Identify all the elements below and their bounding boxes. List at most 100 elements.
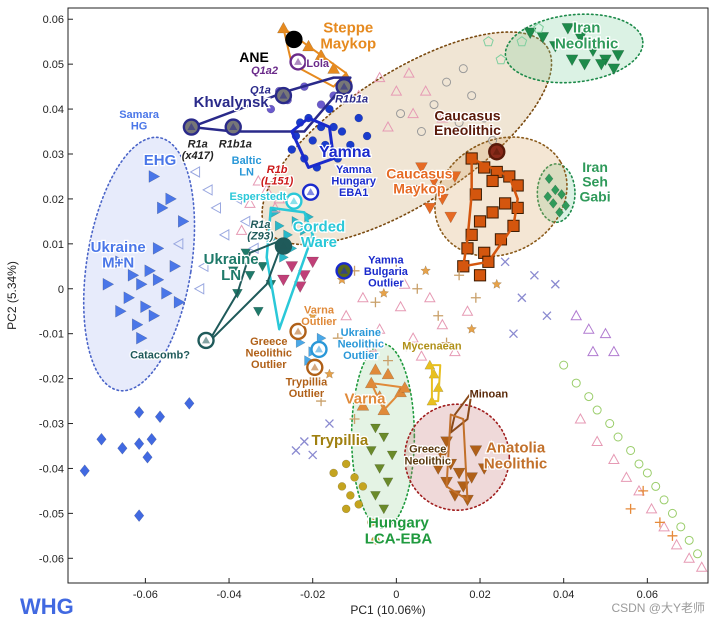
label-mycenaean-line-0: Mycenaean bbox=[402, 340, 462, 352]
x-tick-label-3: 0 bbox=[393, 589, 399, 601]
trypillia-point-9 bbox=[329, 468, 338, 478]
cluster-hungary-lca-eba bbox=[365, 423, 398, 515]
caucasus-maykop-point-1 bbox=[427, 175, 441, 188]
label-esperstedt: Esperstedt bbox=[229, 191, 286, 203]
hungary-lca-eba-point-6 bbox=[378, 504, 390, 515]
label-yamna-hungary-line-0: Yamna bbox=[336, 164, 372, 176]
x-tick-label-6: 0.06 bbox=[637, 589, 658, 601]
yamna-point-2 bbox=[308, 136, 317, 145]
hungary-lca-eba-point-1 bbox=[378, 432, 390, 443]
label-corded-ware-line-1: Ware bbox=[301, 234, 337, 251]
background-pink-north-point-2 bbox=[390, 85, 403, 96]
caucasus-maykop-point-3 bbox=[435, 193, 449, 206]
iran-seh-gabi-point-2 bbox=[548, 198, 558, 209]
label-r1a-x417-line-0: R1a bbox=[188, 138, 208, 150]
iran-neolithic-point-3 bbox=[561, 23, 575, 35]
caucasus-eneolithic-point-17 bbox=[469, 188, 482, 201]
background-pink-east-point-2 bbox=[608, 453, 620, 464]
background-purple-cross-point-2 bbox=[529, 270, 539, 280]
ehg-point-11 bbox=[169, 259, 182, 273]
ehg-point-15 bbox=[148, 170, 161, 183]
background-gray-circles-point-8 bbox=[396, 109, 406, 119]
caucasus-eneolithic-point-6 bbox=[486, 206, 499, 219]
ehg-point-8 bbox=[131, 318, 144, 332]
ehg-point-0 bbox=[115, 255, 127, 269]
background-green-east-point-5 bbox=[613, 432, 623, 442]
background-orange-stars-point-5 bbox=[491, 278, 503, 289]
background-purple-cross-point-6 bbox=[324, 419, 334, 428]
label-greece-neolithic-line-1: Neolithic bbox=[405, 455, 451, 467]
caucasus-maykop-point-7 bbox=[431, 184, 445, 197]
background-pink-north-point-4 bbox=[419, 85, 432, 96]
khvalynsk-point-1 bbox=[266, 104, 276, 114]
ellipse-steppe-maykop bbox=[261, 31, 553, 246]
label-yamna-hungary-line-1: Hungary bbox=[331, 175, 377, 187]
label-hungary-lca-eba-line-1: LCA-EBA bbox=[365, 530, 433, 547]
background-purple-east-point-1 bbox=[582, 323, 595, 334]
background-pink-north-point-3 bbox=[403, 67, 415, 78]
caucasus-eneolithic-point-15 bbox=[473, 269, 487, 282]
label-anatolia-neolithic-line-0: Anatolia bbox=[486, 440, 546, 457]
yamna-point-11 bbox=[346, 140, 355, 150]
background-tan-center-point-11 bbox=[349, 414, 360, 425]
iran-neolithic-point-8 bbox=[607, 63, 621, 76]
ellipse-iran-neolithic bbox=[504, 13, 644, 84]
background-tan-center-point-3 bbox=[412, 283, 423, 294]
background-tan-center-point-9 bbox=[470, 292, 481, 303]
label-ehg-line-0: EHG bbox=[144, 152, 177, 169]
anatolia-neolithic-point-5 bbox=[465, 472, 479, 484]
iran-neolithic-point-5 bbox=[586, 45, 600, 58]
label-varna-line-0: Varna bbox=[345, 390, 387, 407]
background-orange-stars-point-0 bbox=[307, 310, 319, 321]
label-varna: Varna bbox=[345, 390, 387, 407]
y-axis-label: PC2 (5.34%) bbox=[5, 261, 19, 330]
label-ukraine-ln: Ukraine LN bbox=[204, 251, 259, 284]
background-tan-center-point-10 bbox=[316, 396, 327, 407]
background-green-northeast-point-0 bbox=[533, 22, 544, 33]
trypillia-point-1 bbox=[350, 473, 359, 482]
background-orange-stars-point-4 bbox=[466, 323, 478, 334]
background-gray-circles-point-6 bbox=[416, 127, 426, 137]
background-green-northeast-point-3 bbox=[483, 36, 494, 47]
label-r1b-l151-line-1: (L151) bbox=[261, 175, 294, 187]
background-purple-east-point-3 bbox=[599, 327, 612, 339]
background-green-east-point-7 bbox=[634, 459, 644, 469]
y-tick-label-7: -0.01 bbox=[39, 329, 64, 341]
background-tan-center-point-1 bbox=[370, 297, 381, 308]
x-tick-label-4: 0.02 bbox=[469, 589, 490, 601]
background-green-east-point-8 bbox=[642, 468, 652, 478]
varna-point-6 bbox=[369, 363, 382, 375]
varna-outlier-marker bbox=[289, 322, 307, 341]
whg-point-8 bbox=[133, 509, 145, 523]
background-pink-west-point-3 bbox=[252, 174, 265, 186]
hungary-lca-eba-point-3 bbox=[374, 464, 386, 474]
esperstedt-marker bbox=[285, 192, 303, 210]
iran-seh-gabi-point-6 bbox=[561, 200, 571, 212]
label-r1b1a-khvalynsk-line-0: R1b1a bbox=[219, 138, 252, 150]
background-purple-cross-point-4 bbox=[550, 279, 560, 289]
label-caucasus-maykop-line-1: Maykop bbox=[393, 180, 445, 196]
x-axis-label: PC1 (10.06%) bbox=[350, 603, 425, 617]
ukraine-neolithic-outlier-marker bbox=[310, 340, 328, 359]
label-ukraine-neolithic-outlier-line-0: Ukraine bbox=[341, 327, 381, 339]
label-iran-neolithic: Iran Neolithic bbox=[555, 20, 618, 53]
y-tick-label-1: 0.05 bbox=[43, 59, 64, 71]
label-r1b1a-steppe-line-0: R1b1a bbox=[335, 93, 368, 105]
caucasus-maykop-point-0 bbox=[415, 162, 428, 174]
label-greece-neolithic-outlier-line-1: Neolithic bbox=[246, 347, 292, 359]
background-light-blue-point-5 bbox=[239, 215, 251, 228]
whg-point-7 bbox=[79, 464, 90, 478]
anatolia-neolithic-point-10 bbox=[431, 463, 445, 475]
trypillia-point-3 bbox=[346, 491, 355, 500]
background-green-east-point-1 bbox=[571, 378, 581, 388]
label-mycenaean: Mycenaean bbox=[402, 340, 462, 352]
r1a-z93-marker bbox=[274, 237, 293, 255]
label-khvalynsk-line-0: Khvalynsk bbox=[194, 94, 270, 111]
whg-point-3 bbox=[96, 432, 107, 446]
background-pink-east-point-0 bbox=[574, 413, 587, 424]
background-pink-east-point-3 bbox=[620, 471, 633, 482]
background-purple-cross-point-5 bbox=[509, 329, 518, 339]
label-yamna-bulgaria-line-2: Outlier bbox=[368, 278, 404, 290]
caucasus-maykop-point-4 bbox=[448, 171, 462, 183]
